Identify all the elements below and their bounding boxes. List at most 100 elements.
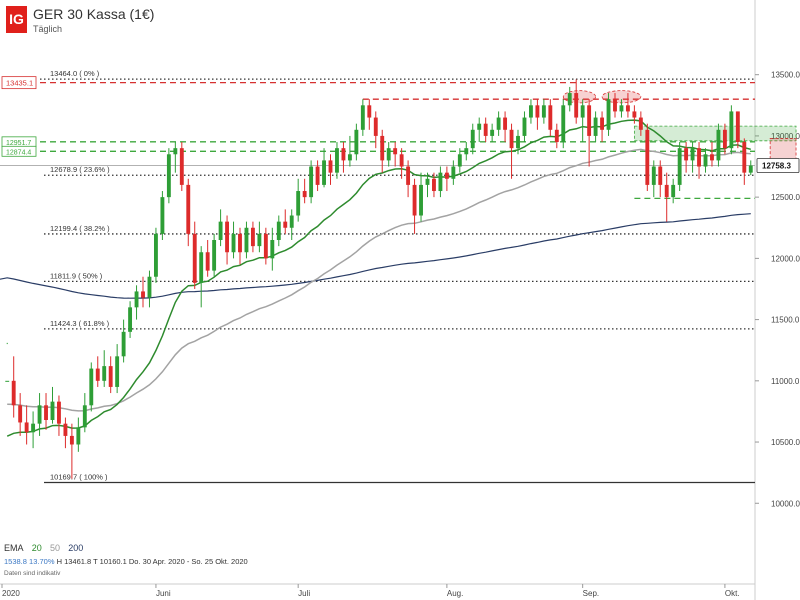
fib-level-label: 10169.7 ( 100% ) — [50, 472, 108, 481]
candle-body — [82, 405, 87, 428]
chart-footer: EMA 20 50 200 1538.8 13.70% H 13461.8 T … — [4, 543, 248, 577]
stats-row: 1538.8 13.70% H 13461.8 T 10160.1 Do. 30… — [4, 557, 248, 566]
candle-body — [509, 129, 514, 149]
candle-body — [554, 129, 559, 143]
candle — [386, 142, 391, 167]
candle — [108, 356, 113, 394]
instrument-title[interactable]: GER 30 Kassa (1€) — [33, 6, 155, 22]
resistance-price-tag — [1, 76, 37, 90]
candle — [438, 166, 443, 198]
candle — [425, 172, 430, 198]
candle-body — [477, 123, 482, 130]
candle — [5, 342, 10, 382]
candle — [263, 227, 268, 265]
y-tick-label: 11000.0 — [771, 377, 800, 386]
timeframe-label[interactable]: Täglich — [33, 24, 63, 34]
candle-body — [360, 105, 365, 130]
candle — [722, 123, 727, 155]
candle-body — [425, 178, 430, 185]
candle-body — [380, 135, 385, 161]
candle — [664, 172, 669, 222]
ema-legend-label: EMA — [4, 543, 24, 553]
candle-body — [748, 165, 753, 173]
candle-body — [24, 422, 29, 433]
candle — [218, 209, 223, 247]
candle — [270, 227, 275, 271]
support-price-label: 12874.4 — [6, 149, 31, 156]
candle-body — [438, 172, 443, 192]
candle-body — [289, 215, 294, 228]
candle-body — [141, 291, 145, 298]
candle — [69, 423, 74, 479]
support-price-label: 12951.7 — [6, 140, 31, 147]
candle — [535, 99, 540, 130]
candle — [367, 99, 372, 130]
candle — [121, 319, 126, 363]
candle-body — [606, 99, 611, 130]
candle-body — [250, 227, 255, 247]
candle-body — [160, 197, 165, 234]
candle-body — [205, 252, 210, 271]
candle — [296, 178, 301, 222]
candle-body — [244, 227, 249, 253]
y-tick-label: 13500.0 — [771, 71, 800, 80]
candle-body — [470, 129, 475, 149]
candle-body — [238, 233, 242, 253]
candle — [651, 160, 656, 198]
candle — [89, 362, 94, 412]
ema-200-label[interactable]: 200 — [68, 543, 84, 553]
candle — [529, 99, 533, 124]
candle — [335, 142, 339, 179]
ig-logo: IG — [6, 6, 27, 33]
candle — [451, 160, 456, 185]
candle-body — [522, 117, 527, 136]
candle-body — [31, 423, 36, 433]
candle-body — [76, 427, 81, 445]
candle — [690, 142, 695, 173]
candle-body — [212, 240, 217, 271]
ema-20-line — [6, 119, 751, 437]
candle — [412, 178, 417, 234]
candle — [354, 123, 359, 161]
candle — [76, 417, 81, 452]
candle-body — [638, 117, 643, 130]
candle-body — [574, 93, 579, 118]
candle-body — [567, 93, 572, 106]
candle — [257, 221, 262, 253]
ema-50-line — [7, 148, 751, 412]
candle-body — [419, 184, 423, 216]
candle-body — [651, 166, 656, 185]
candle — [289, 209, 294, 240]
candle — [638, 111, 643, 136]
candle — [580, 99, 585, 143]
y-tick-label: 13000.0 — [771, 132, 800, 141]
candle — [134, 285, 139, 320]
candle — [199, 246, 204, 308]
candle — [541, 99, 546, 124]
candle-body — [108, 366, 113, 387]
candle-body — [529, 105, 533, 118]
y-tick-label: 12500.0 — [771, 193, 800, 202]
candle-body — [399, 154, 404, 167]
candle-body — [645, 129, 650, 185]
y-tick-label: 10500.0 — [771, 438, 800, 447]
candle-body — [432, 178, 436, 192]
candle — [115, 344, 120, 394]
y-tick-label: 11500.0 — [771, 316, 800, 325]
candle — [154, 227, 158, 283]
ema-50-label[interactable]: 50 — [50, 543, 61, 553]
candle-body — [263, 233, 268, 259]
candle — [509, 123, 514, 179]
candle-body — [37, 405, 42, 424]
candle — [645, 123, 650, 192]
candle — [735, 111, 740, 149]
candle-body — [335, 148, 339, 173]
candle — [419, 172, 423, 222]
ema-20-label[interactable]: 20 — [31, 543, 42, 553]
resistance-price-label: 13435.1 — [6, 79, 33, 88]
candle-body — [503, 117, 508, 130]
candle — [205, 240, 210, 277]
candle — [315, 160, 320, 192]
